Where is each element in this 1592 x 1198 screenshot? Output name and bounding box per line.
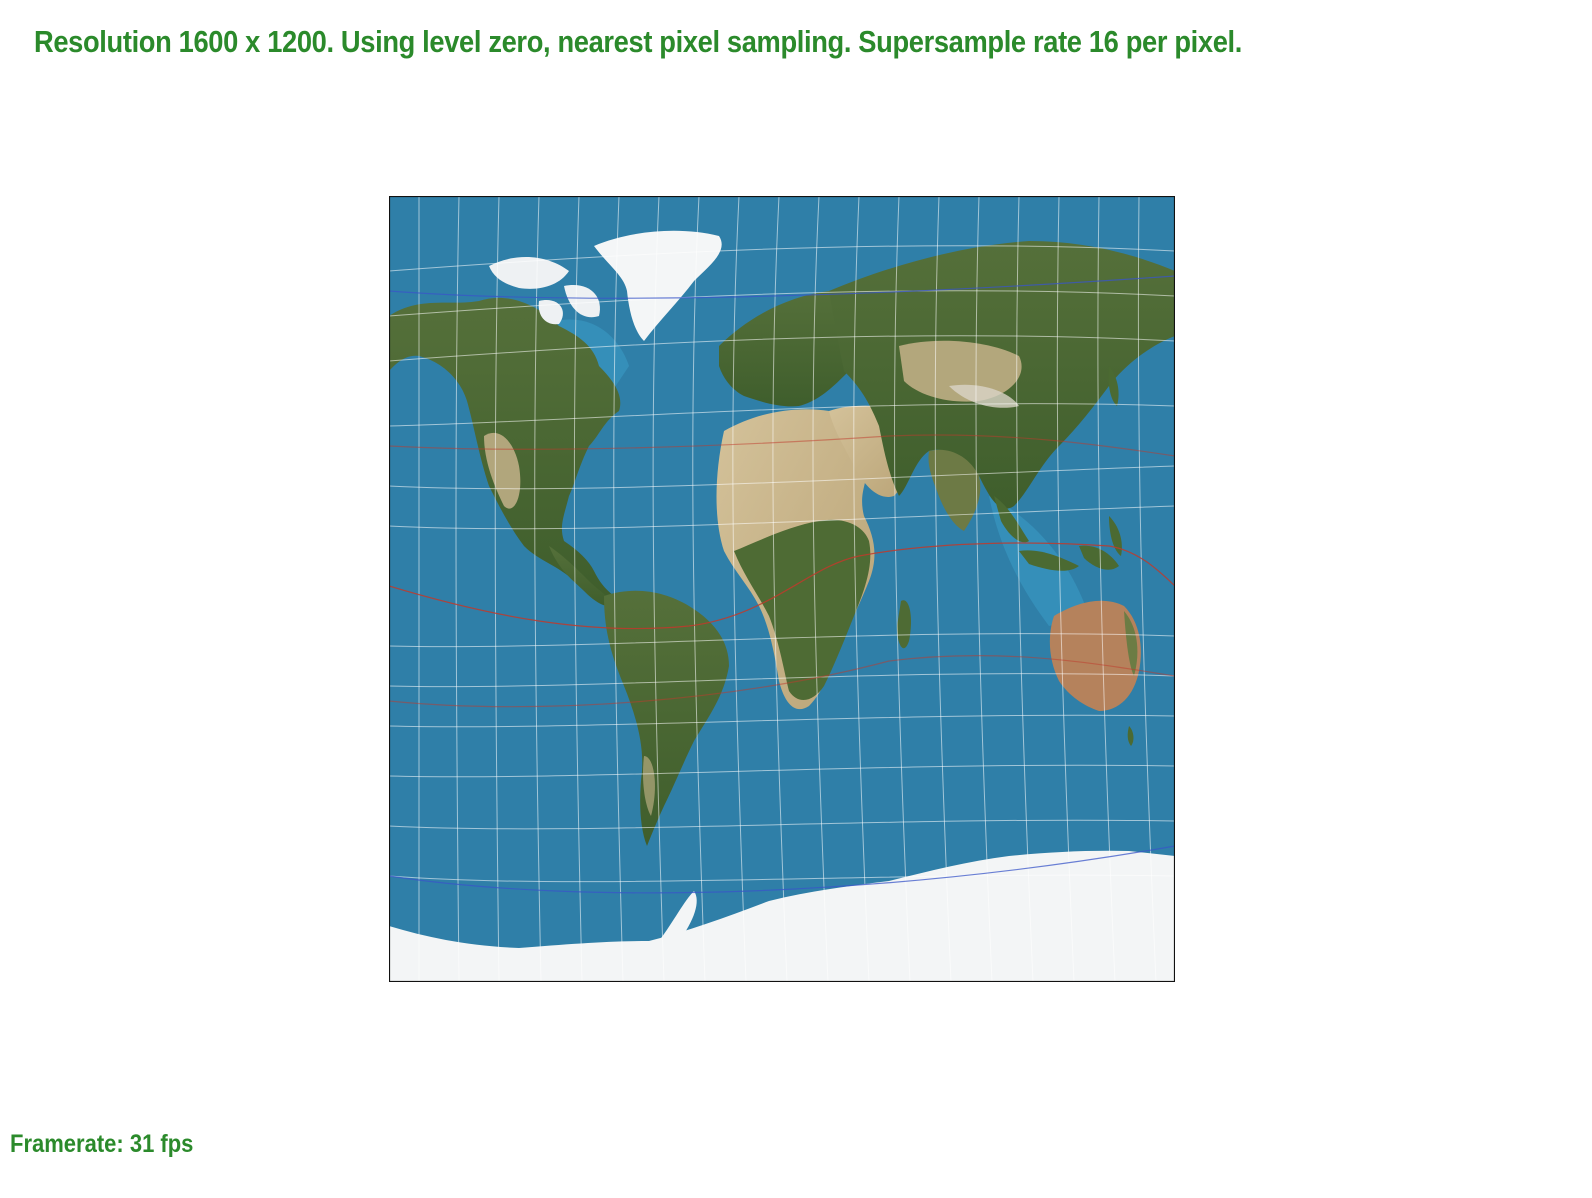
south-america [604,590,729,846]
framerate-readout: Framerate: 31 fps [10,1130,194,1158]
world-map[interactable] [389,196,1175,982]
special-parallels [389,275,1175,894]
map-canvas[interactable] [389,196,1175,982]
india [928,449,981,531]
australia [1049,600,1141,711]
graticule-meridians [417,196,1157,982]
japan [1108,366,1119,406]
arctic-islands [489,256,600,325]
himalaya [949,384,1019,408]
central-asia-desert [899,340,1022,402]
antarctica [389,850,1175,982]
graticule-parallels [389,245,1175,883]
africa-vegetation [734,519,871,701]
central-america [549,546,614,607]
greenland [594,230,722,341]
map-frame [389,196,1175,982]
southeast-asia [994,496,1122,571]
status-header: Resolution 1600 x 1200. Using level zero… [34,24,1242,59]
